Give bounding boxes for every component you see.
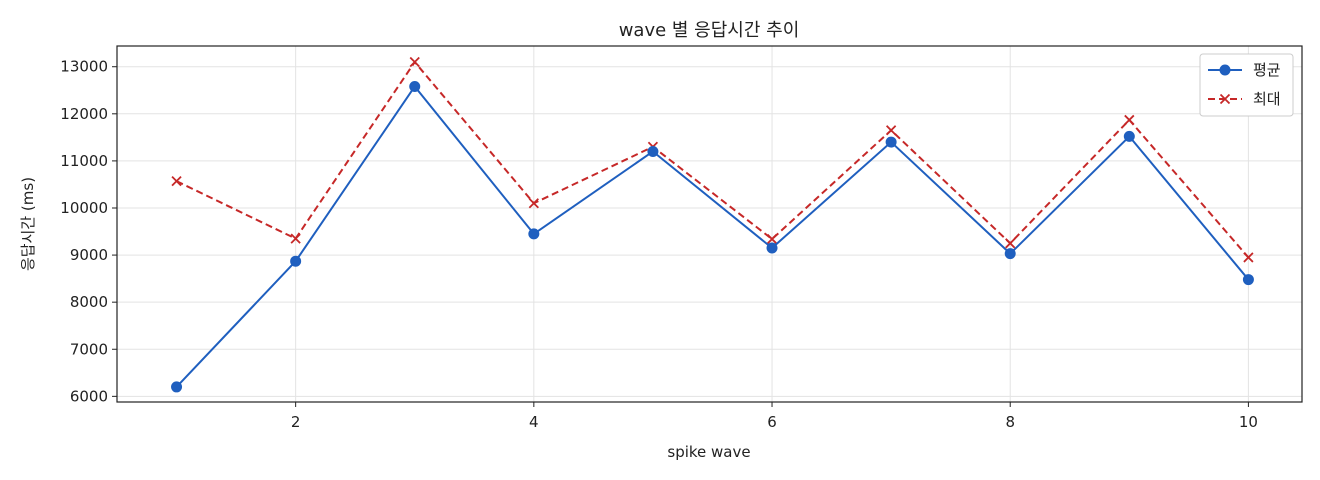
- data-point: [1124, 114, 1135, 126]
- legend-marker: [1219, 64, 1231, 76]
- x-axis-title: spike wave: [667, 443, 750, 461]
- x-tick-label: 2: [291, 413, 301, 431]
- x-tick-label: 8: [1005, 413, 1015, 431]
- chart-title: wave 별 응답시간 추이: [619, 20, 800, 41]
- data-point: [1243, 252, 1254, 263]
- plot-frame: [116, 45, 1303, 403]
- data-point: [409, 80, 421, 92]
- legend-label: 최대: [1253, 90, 1281, 108]
- data-point: [171, 381, 183, 393]
- data-point: [766, 233, 778, 245]
- data-point: [409, 56, 420, 68]
- grid-layer: [117, 46, 1302, 402]
- data-point: [528, 228, 540, 240]
- data-point: [647, 145, 659, 157]
- data-point: [528, 198, 539, 209]
- data-point: [171, 176, 182, 187]
- data-point: [1005, 238, 1016, 249]
- data-point: [1242, 274, 1254, 286]
- legend-entry: 최대: [1208, 90, 1281, 108]
- data-point: [290, 255, 302, 267]
- y-tick-label: 7000: [70, 340, 108, 358]
- data-point: [885, 125, 897, 136]
- series-line: [176, 61, 1250, 259]
- legend-label: 평균: [1253, 61, 1281, 79]
- data-point: [766, 242, 778, 254]
- y-tick-label: 9000: [70, 246, 108, 264]
- axis-layer: 2 4 6 8 10 6000 7000 8000 9000 10000 11000 12000 130…: [60, 58, 1258, 431]
- x-tick-label: 4: [529, 413, 539, 431]
- legend-marker: [1219, 93, 1231, 105]
- data-point: [1123, 130, 1135, 142]
- x-tick-label: 10: [1239, 413, 1258, 431]
- y-tick-label: 6000: [70, 387, 108, 405]
- y-axis-title: 응답시간 (ms): [19, 177, 37, 271]
- data-point: [290, 233, 301, 244]
- y-tick-label: 8000: [70, 293, 108, 311]
- data-point: [1004, 248, 1016, 260]
- y-tick-label: 13000: [60, 58, 108, 76]
- x-tick-label: 6: [767, 413, 777, 431]
- y-tick-label: 11000: [60, 152, 108, 170]
- y-tick-label: 10000: [60, 199, 108, 217]
- data-point: [885, 136, 897, 148]
- legend-entry: 평균: [1208, 61, 1281, 79]
- series-0: [171, 80, 1254, 393]
- series-layer: [171, 56, 1254, 393]
- y-tick-label: 12000: [60, 105, 108, 123]
- series-line: [175, 85, 1250, 388]
